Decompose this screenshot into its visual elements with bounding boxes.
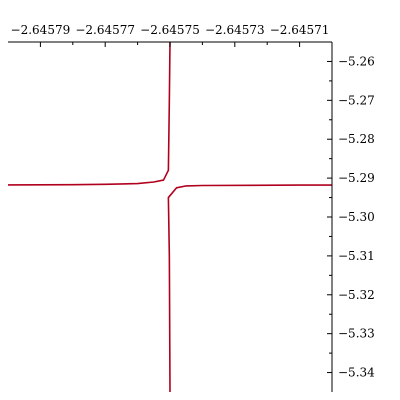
- x-axis: −2.64579 −2.64577 −2.64575 −2.64573 −2.64571: [8, 23, 332, 47]
- plot-area: [8, 42, 332, 392]
- y-tick-label: −5.28: [338, 132, 375, 146]
- series-line-2: [167, 184, 332, 392]
- y-tick-label: −5.26: [338, 54, 375, 68]
- x-tick-label: −2.64579: [11, 23, 71, 37]
- series-line-1: [8, 42, 171, 186]
- y-tick-label: −5.34: [338, 366, 375, 380]
- series-group: [8, 42, 332, 392]
- y-tick-label: −5.32: [338, 288, 375, 302]
- y-tick-label: −5.30: [338, 210, 375, 224]
- y-tick-label: −5.27: [338, 93, 375, 107]
- y-axis: −5.26 −5.27 −5.28 −5.29 −5.30 −5.31 −5.32 −5.33…: [327, 42, 375, 392]
- x-tick-label: −2.64571: [270, 23, 330, 37]
- y-tick-label: −5.33: [338, 327, 375, 341]
- x-tick-label: −2.64577: [75, 23, 135, 37]
- y-tick-label: −5.29: [338, 171, 375, 185]
- x-tick-label: −2.64573: [205, 23, 265, 37]
- y-tick-label: −5.31: [338, 249, 375, 263]
- x-tick-label: −2.64575: [140, 23, 200, 37]
